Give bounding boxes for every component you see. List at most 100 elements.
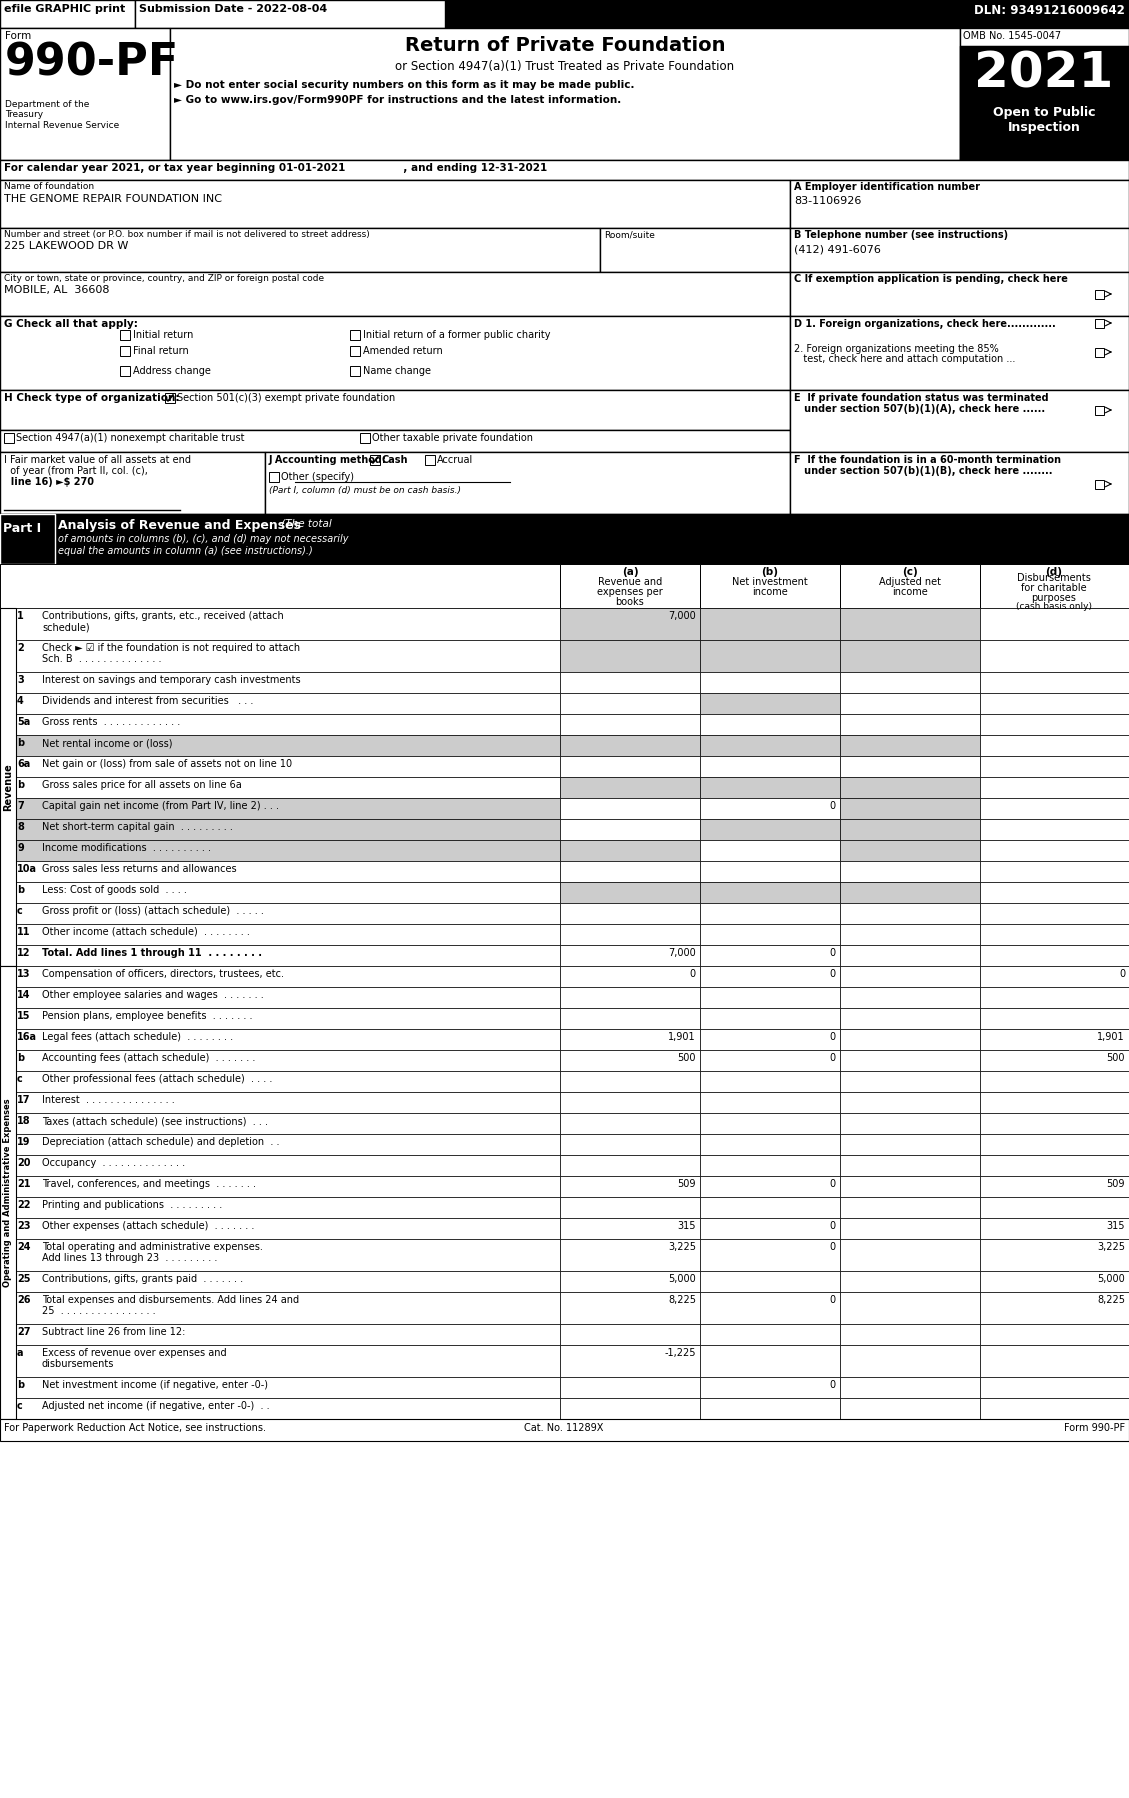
Bar [700, 692, 840, 714]
Text: Section 4947(a)(1) nonexempt charitable trust: Section 4947(a)(1) nonexempt charitable … [16, 433, 245, 442]
Text: 0: 0 [830, 969, 835, 978]
Text: OMB No. 1545-0047: OMB No. 1545-0047 [963, 31, 1061, 41]
Text: Total. Add lines 1 through 11  . . . . . . . .: Total. Add lines 1 through 11 . . . . . … [42, 948, 262, 958]
Bar [16, 1293, 560, 1323]
Text: C If exemption application is pending, check here: C If exemption application is pending, c… [794, 273, 1068, 284]
Text: 8,225: 8,225 [1097, 1295, 1124, 1305]
Text: 15: 15 [17, 1010, 30, 1021]
Bar [700, 903, 840, 924]
Bar [700, 798, 840, 820]
Bar [980, 640, 1129, 672]
Text: (The total: (The total [278, 520, 332, 529]
Bar [560, 672, 700, 692]
Text: Net rental income or (loss): Net rental income or (loss) [42, 737, 173, 748]
Bar [840, 903, 980, 924]
Bar [16, 820, 560, 840]
Bar [700, 1377, 840, 1399]
Text: schedule): schedule) [42, 622, 89, 633]
Text: Disbursements: Disbursements [1017, 574, 1091, 583]
Text: Adjusted net: Adjusted net [879, 577, 940, 586]
Text: Add lines 13 through 23  . . . . . . . . .: Add lines 13 through 23 . . . . . . . . … [42, 1253, 218, 1262]
Bar [560, 1293, 700, 1323]
Bar [0, 1419, 1129, 1440]
Text: 5,000: 5,000 [1097, 1275, 1124, 1284]
Text: E  If private foundation status was terminated: E If private foundation status was termi… [794, 394, 1049, 403]
Text: 0: 0 [830, 1242, 835, 1251]
Bar [0, 29, 170, 160]
Text: F  If the foundation is in a 60-month termination: F If the foundation is in a 60-month ter… [794, 455, 1061, 466]
Bar [360, 433, 370, 442]
Text: Name of foundation: Name of foundation [5, 182, 94, 191]
Bar [599, 228, 790, 271]
Text: Pension plans, employee benefits  . . . . . . .: Pension plans, employee benefits . . . .… [42, 1010, 253, 1021]
Bar [16, 777, 560, 798]
Bar [16, 692, 560, 714]
Bar [16, 861, 560, 883]
Bar [16, 755, 560, 777]
Bar [700, 924, 840, 946]
Text: 3,225: 3,225 [1097, 1242, 1124, 1251]
Bar [840, 798, 980, 820]
Bar [16, 1113, 560, 1135]
Text: line 16) ►$ 270: line 16) ►$ 270 [5, 476, 94, 487]
Bar [840, 755, 980, 777]
Text: (b): (b) [761, 566, 779, 577]
Bar [560, 1176, 700, 1197]
Text: 3: 3 [17, 674, 24, 685]
Text: 0: 0 [830, 1221, 835, 1232]
Bar [350, 345, 360, 356]
Text: Cash: Cash [382, 455, 409, 466]
Bar [980, 1176, 1129, 1197]
Bar [790, 271, 1129, 316]
Bar [0, 0, 1129, 29]
Text: of amounts in columns (b), (c), and (d) may not necessarily: of amounts in columns (b), (c), and (d) … [58, 534, 349, 545]
Bar [16, 903, 560, 924]
Bar [790, 228, 1129, 271]
Bar [265, 451, 790, 514]
Bar [980, 1154, 1129, 1176]
Bar [560, 798, 700, 820]
Bar [840, 987, 980, 1009]
Text: 500: 500 [1106, 1054, 1124, 1063]
Bar [560, 1217, 700, 1239]
Bar [840, 1072, 980, 1091]
Bar [560, 1239, 700, 1271]
Text: Cat. No. 11289X: Cat. No. 11289X [524, 1422, 604, 1433]
Text: Taxes (attach schedule) (see instructions)  . . .: Taxes (attach schedule) (see instruction… [42, 1117, 268, 1126]
Bar [840, 946, 980, 966]
Text: efile GRAPHIC print: efile GRAPHIC print [5, 4, 125, 14]
Bar [980, 1377, 1129, 1399]
Text: equal the amounts in column (a) (see instructions).): equal the amounts in column (a) (see ins… [58, 547, 313, 556]
Bar [700, 1239, 840, 1271]
Bar [0, 316, 790, 390]
Bar [560, 1072, 700, 1091]
Text: Other (specify): Other (specify) [281, 473, 355, 482]
Text: Part I: Part I [3, 521, 41, 536]
Bar [560, 1028, 700, 1050]
Text: Net gain or (loss) from sale of assets not on line 10: Net gain or (loss) from sale of assets n… [42, 759, 292, 770]
Bar [840, 1323, 980, 1345]
Bar [840, 672, 980, 692]
Bar [16, 1345, 560, 1377]
Bar [16, 840, 560, 861]
Bar [840, 966, 980, 987]
Text: b: b [17, 737, 24, 748]
Bar [560, 1271, 700, 1293]
Bar [165, 394, 175, 403]
Text: 0: 0 [830, 948, 835, 958]
Text: Final return: Final return [133, 345, 189, 356]
Bar [700, 1323, 840, 1345]
Text: For calendar year 2021, or tax year beginning 01-01-2021                , and en: For calendar year 2021, or tax year begi… [5, 164, 548, 173]
Bar [700, 1271, 840, 1293]
Text: 11: 11 [17, 928, 30, 937]
Text: Operating and Administrative Expenses: Operating and Administrative Expenses [3, 1099, 12, 1287]
Bar [700, 1091, 840, 1113]
Text: A Employer identification number: A Employer identification number [794, 182, 980, 192]
Bar [700, 1154, 840, 1176]
Bar [700, 565, 840, 608]
Bar [16, 1176, 560, 1197]
Bar [700, 820, 840, 840]
Text: Revenue and: Revenue and [598, 577, 662, 586]
Bar [980, 1135, 1129, 1154]
Bar [120, 331, 130, 340]
